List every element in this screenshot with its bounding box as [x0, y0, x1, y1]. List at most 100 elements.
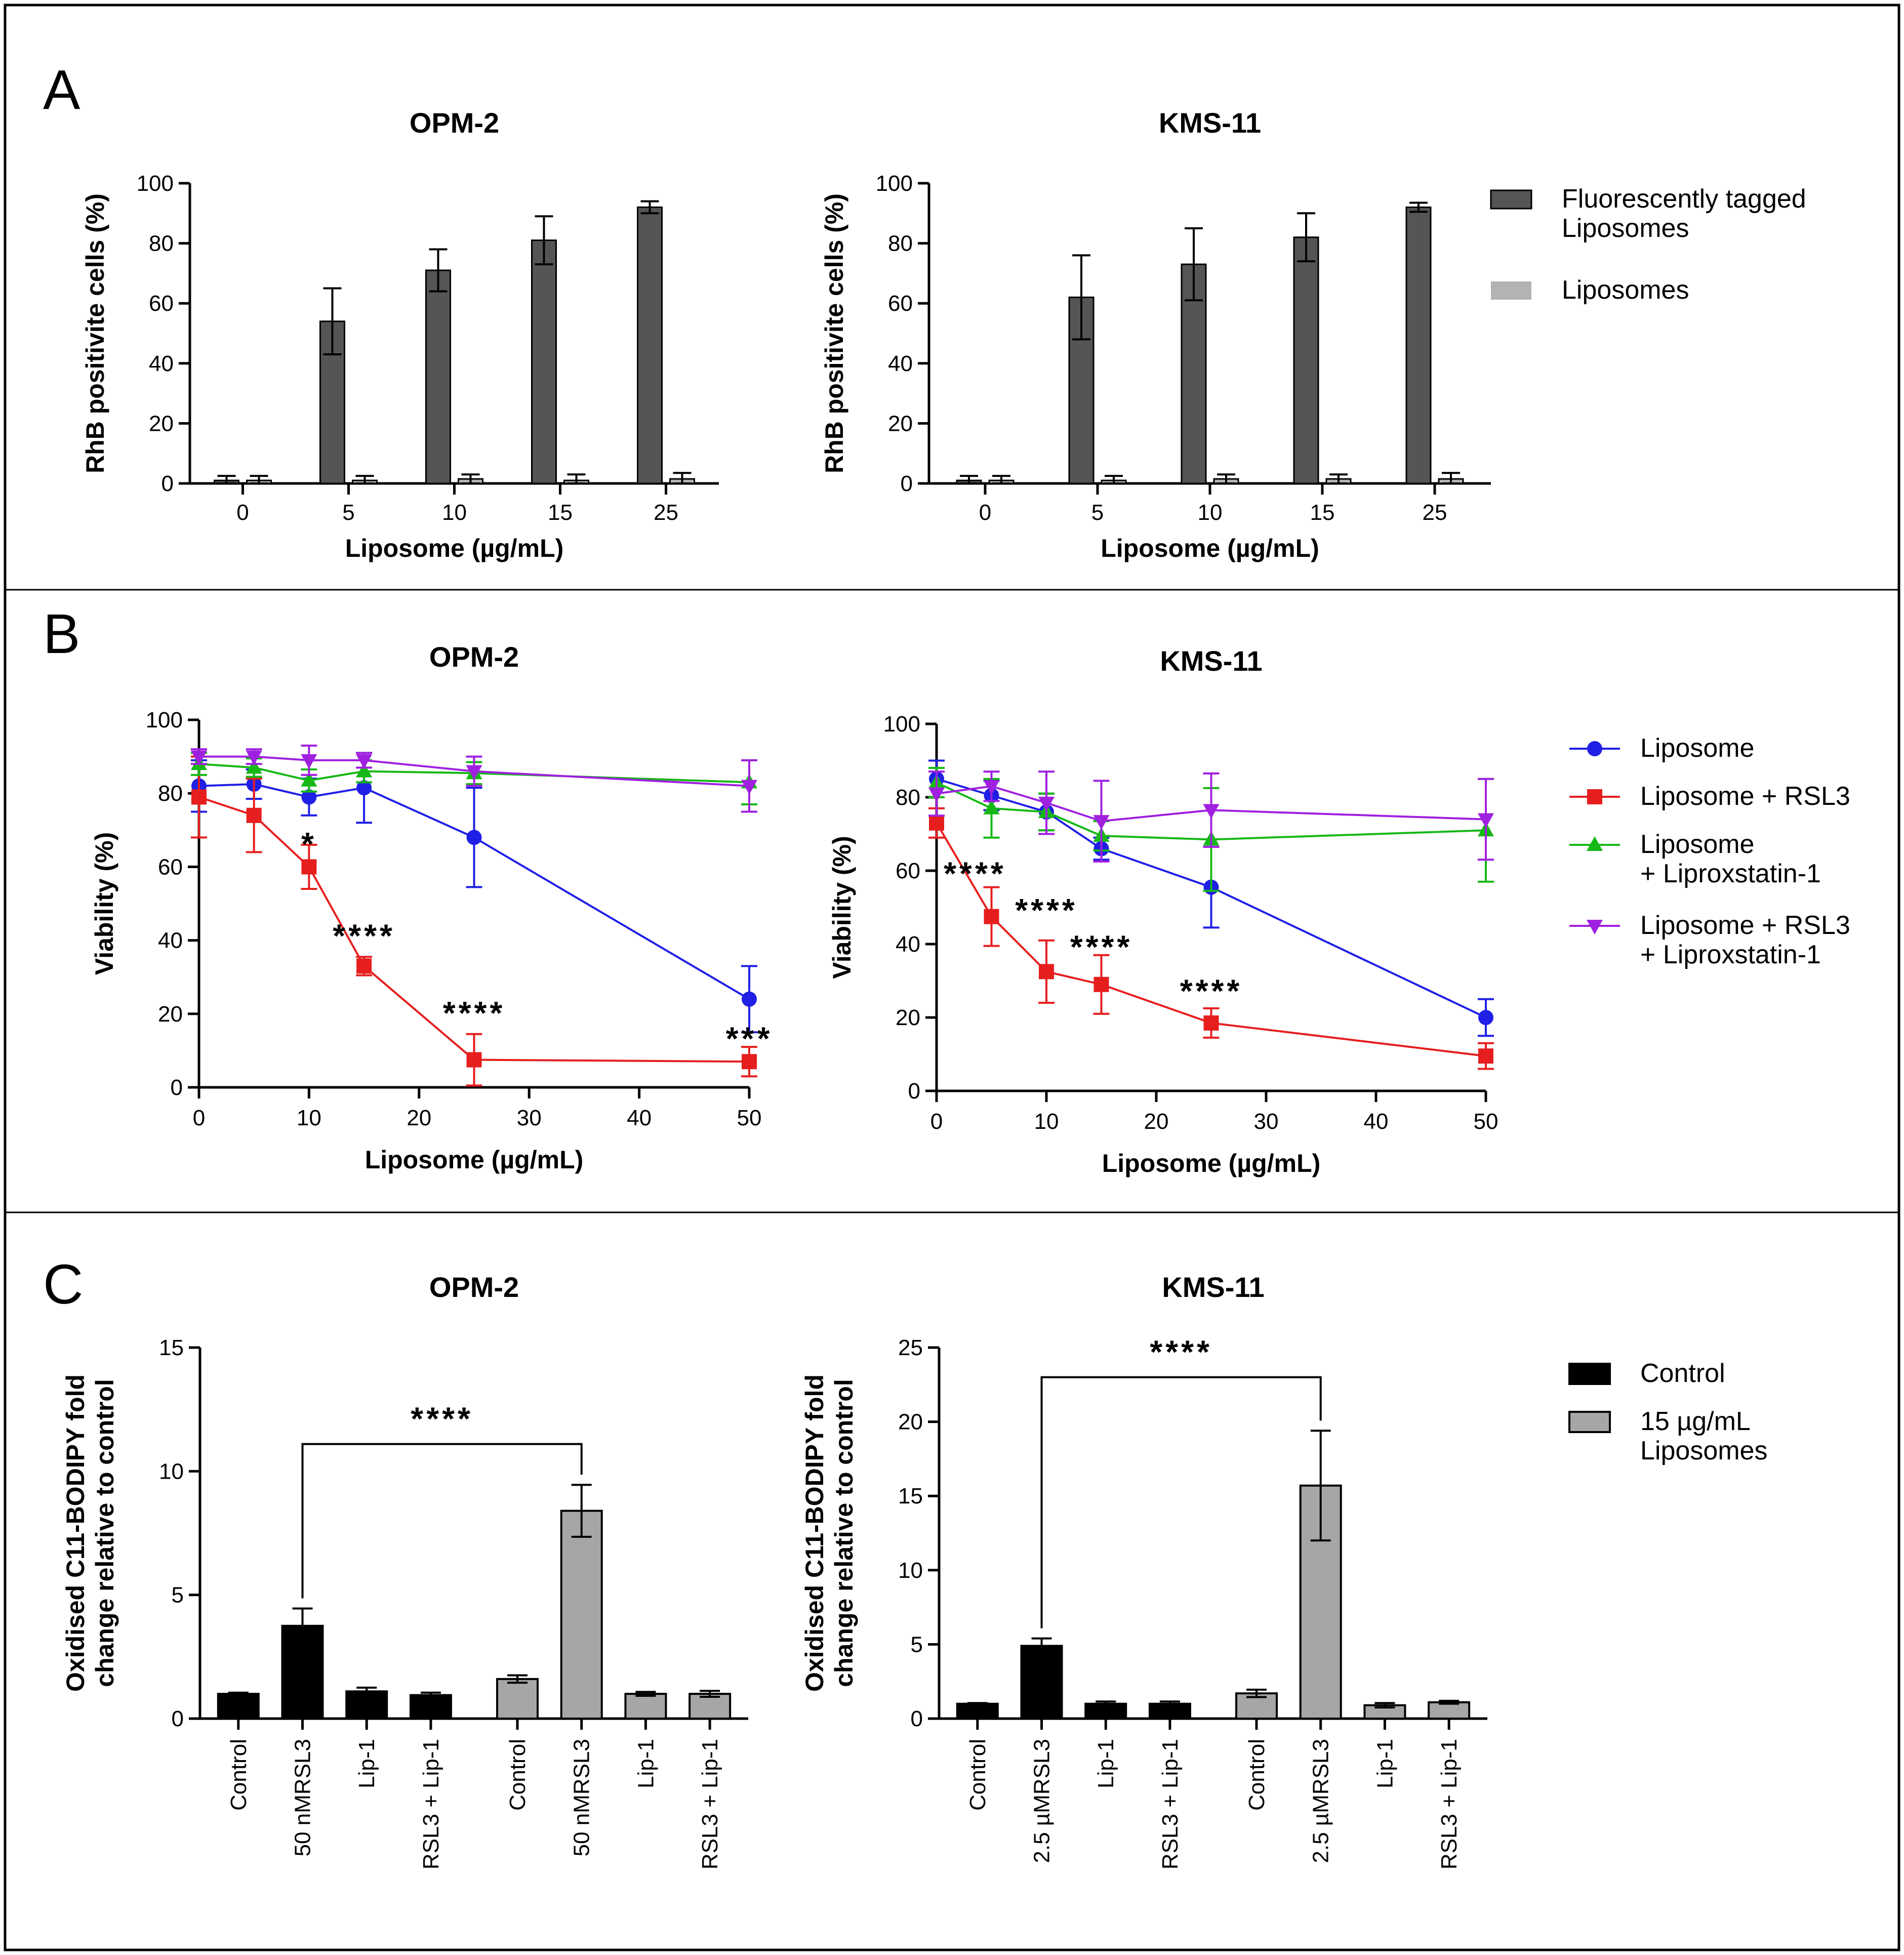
chart-b-opm2-series-2-line — [198, 796, 750, 1063]
chart-b-opm2-significance: **** — [443, 995, 506, 1031]
chart-c-kms11-xtick-label: RSL3 + Lip-1 — [1437, 1739, 1462, 1869]
chart-b-opm2-ytick-label: 100 — [146, 708, 183, 732]
chart-a-kms11-xtick-label: 15 — [1310, 500, 1335, 525]
panel-label-a: A — [43, 59, 80, 121]
chart-b-kms11-series-2-line — [936, 822, 1486, 1057]
chart-c-opm2-xtick-label: RSL3 + Lip-1 — [698, 1739, 722, 1869]
chart-c-opm2-bar — [496, 1678, 539, 1720]
chart-b-opm2-series-2-point — [301, 859, 317, 875]
chart-b-opm2-series-4-point — [246, 750, 262, 765]
chart-a-opm2-ytick-label: 40 — [149, 351, 174, 376]
chart-a-kms11-ytick-label: 40 — [888, 351, 913, 376]
chart-b-legend-label: Liposome — [1640, 830, 1754, 859]
chart-b-opm2-series-2-point — [356, 958, 372, 974]
chart-b-opm2-series-3-point — [356, 762, 373, 778]
chart-b-kms11-series-3-line — [936, 782, 1486, 841]
chart-b-kms11-significance: **** — [1070, 928, 1133, 965]
chart-c-kms11-xtick-label: Control — [1244, 1739, 1269, 1811]
chart-b-kms11-ytick-label: 0 — [908, 1079, 920, 1104]
chart-b-opm2-series-4-point — [301, 754, 317, 769]
chart-b-opm2-ytick-label: 80 — [158, 781, 183, 806]
chart-a-opm2-xtick-label: 25 — [654, 500, 678, 525]
chart-c-kms11-xtick-label: Lip-1 — [1372, 1739, 1397, 1788]
chart-a-opm2-xtick-label: 10 — [442, 500, 467, 525]
legend-b-marker — [1587, 789, 1602, 804]
chart-b-legend-label: + Liproxstatin-1 — [1640, 859, 1821, 888]
chart-b-opm2-significance: * — [301, 826, 317, 862]
chart-c-legend-label: Control — [1640, 1359, 1725, 1388]
chart-c-kms11-ylabel: change relative to control — [830, 1379, 858, 1687]
chart-b-kms11-xtick-label: 0 — [930, 1109, 943, 1134]
chart-b-kms11-ytick-label: 40 — [896, 932, 920, 957]
chart-a-opm2-ytick-label: 100 — [137, 171, 174, 196]
chart-b-opm2-series-1-point — [742, 991, 757, 1007]
chart-c-opm2-ylabel: Oxidised C11-BODIPY fold — [61, 1374, 90, 1692]
legend-b-marker — [1587, 920, 1603, 934]
chart-b-kms11-series-2-point — [1093, 976, 1109, 992]
chart-c-kms11-xtick-label: Lip-1 — [1093, 1739, 1118, 1788]
chart-c-opm2-title: OPM-2 — [429, 1271, 519, 1303]
chart-b-kms11-series-2-point — [1039, 964, 1054, 980]
chart-b-opm2-significance: **** — [333, 917, 395, 954]
chart-b-kms11-series-4-point — [1038, 796, 1055, 811]
chart-b-opm2-series-4-line — [199, 755, 750, 787]
chart-a-kms11-bar-tagged — [1405, 206, 1432, 484]
chart-c-opm2-ylabel: change relative to control — [91, 1379, 119, 1687]
chart-c-kms11-xtick-label: RSL3 + Lip-1 — [1158, 1739, 1183, 1869]
chart-a-opm2-bar-tagged — [531, 239, 557, 484]
chart-b-kms11-series-4-point — [1093, 815, 1110, 830]
chart-b-kms11-series-2-point — [1478, 1048, 1493, 1064]
chart-a-kms11-ytick-label: 100 — [876, 171, 913, 196]
chart-c-opm2-ytick-label: 10 — [159, 1459, 184, 1484]
chart-c-kms11-bracket-label: **** — [1150, 1334, 1212, 1370]
chart-c-opm2-xtick-label: 50 nMRSL3 — [570, 1739, 594, 1856]
chart-c-kms11-ytick-label: 25 — [898, 1335, 923, 1360]
chart-c-kms11-xtick-label: Control — [965, 1739, 990, 1811]
chart-b-kms11-series-2-point — [1203, 1015, 1219, 1031]
chart-b-opm2-xtick-label: 50 — [737, 1106, 762, 1130]
chart-b-opm2-ylabel: Viability (%) — [90, 832, 118, 975]
chart-c-kms11-xtick-label: 2.5 µMRSL3 — [1309, 1739, 1333, 1863]
chart-a-opm2-bar-tagged — [425, 269, 451, 484]
chart-b-kms11-xtick-label: 20 — [1144, 1109, 1169, 1134]
chart-c-opm2-bar — [560, 1510, 603, 1720]
chart-c-opm2-bar — [217, 1693, 260, 1720]
chart-c-opm2-bar — [409, 1694, 452, 1720]
chart-b-legend-label: Liposome + RSL3 — [1640, 911, 1850, 940]
chart-b-opm2-xtick-label: 0 — [193, 1106, 205, 1130]
chart-b-opm2-ytick-label: 60 — [158, 854, 183, 879]
chart-b-opm2-series-4-point — [466, 765, 482, 780]
chart-b-opm2-series-2-point — [742, 1054, 757, 1070]
chart-b-opm2-series-1-point — [356, 780, 372, 796]
chart-a-kms11-xlabel: Liposome (µg/mL) — [1101, 534, 1319, 562]
chart-a-kms11-ytick-label: 80 — [888, 231, 913, 256]
chart-c-kms11-bar — [956, 1702, 999, 1720]
chart-c-legend-label: Liposomes — [1640, 1436, 1767, 1465]
chart-a-kms11-bar-tagged — [1293, 236, 1319, 484]
chart-c-kms11-bar — [1020, 1645, 1063, 1720]
chart-b-opm2-series-4-point — [191, 750, 207, 765]
chart-c-kms11-bar — [1428, 1701, 1471, 1720]
legend-a-swatch — [1491, 281, 1531, 300]
chart-b-legend-label: Liposome + RSL3 — [1640, 782, 1850, 811]
chart-b-opm2-title: OPM-2 — [429, 641, 519, 673]
chart-b-kms11-series-4-point — [1478, 813, 1494, 828]
chart-b-legend-label: + Liproxstatin-1 — [1640, 940, 1821, 969]
legend-c-swatch — [1568, 1411, 1611, 1433]
chart-c-kms11-ytick-label: 20 — [898, 1410, 923, 1435]
chart-b-kms11-ytick-label: 20 — [896, 1005, 920, 1030]
legend-b-marker — [1587, 741, 1602, 756]
chart-b-kms11-xlabel: Liposome (µg/mL) — [1102, 1149, 1321, 1177]
chart-a-opm2-xtick-label: 0 — [236, 500, 249, 525]
chart-a-kms11-xtick-label: 25 — [1423, 500, 1447, 525]
chart-b-opm2-xlabel: Liposome (µg/mL) — [365, 1146, 584, 1174]
chart-c-kms11-ylabel: Oxidised C11-BODIPY fold — [800, 1374, 829, 1692]
chart-c-opm2-bracket-label: **** — [411, 1401, 473, 1437]
chart-b-opm2-series-1-point — [466, 830, 482, 845]
chart-b-opm2-series-4-point — [741, 780, 757, 795]
chart-c-kms11-ytick-label: 10 — [898, 1558, 923, 1583]
chart-b-kms11-title: KMS-11 — [1160, 645, 1262, 677]
chart-b-kms11-series-4-point — [983, 780, 1000, 795]
